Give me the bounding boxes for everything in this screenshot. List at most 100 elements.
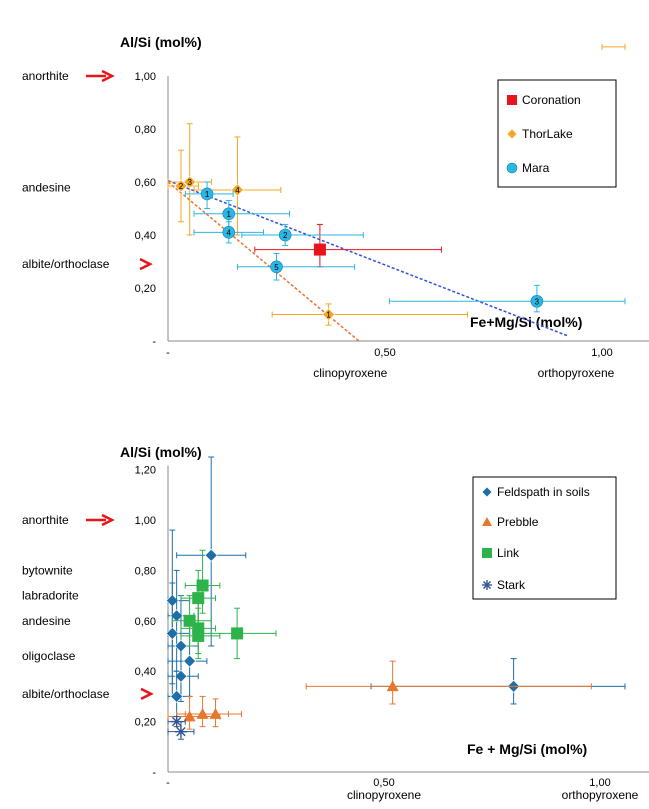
red-arrow-head-icon bbox=[101, 513, 115, 527]
legend-marker bbox=[506, 128, 518, 140]
y-axis-label: Al/Si (mol%) bbox=[120, 444, 202, 460]
data-label: 1 bbox=[326, 311, 331, 320]
data-marker bbox=[222, 226, 236, 239]
data-label: 2 bbox=[283, 231, 288, 240]
data-marker bbox=[196, 708, 209, 719]
y-tick-label: 0,80 bbox=[135, 124, 156, 136]
data-point: 5 bbox=[236, 253, 356, 281]
data-marker bbox=[165, 626, 179, 640]
legend-marker bbox=[482, 548, 492, 558]
data-marker bbox=[192, 629, 205, 642]
y-mineral-label: bytownite bbox=[22, 563, 73, 577]
legend-marker bbox=[482, 580, 492, 590]
data-label: 5 bbox=[274, 263, 279, 272]
y-mineral-label: andesine bbox=[22, 614, 71, 628]
y-tick-label: 0,20 bbox=[135, 283, 156, 295]
y-tick-label: 0,60 bbox=[135, 177, 156, 189]
asterisk-stroke bbox=[483, 581, 491, 589]
x-tick-label: 0,50 bbox=[374, 347, 395, 359]
red-arrow-head-icon bbox=[101, 69, 115, 83]
y-tick-label: 1,00 bbox=[135, 71, 156, 83]
legend-marker bbox=[481, 486, 493, 498]
series-link bbox=[171, 549, 277, 660]
data-marker bbox=[174, 179, 188, 193]
series-thorlake: 53241 bbox=[167, 43, 626, 326]
data-marker bbox=[313, 243, 326, 256]
data-marker bbox=[209, 708, 222, 719]
y-mineral-label: labradorite bbox=[22, 589, 79, 603]
chart-2: Al/Si (mol%) Fe + Mg/Si (mol%) - 0,20 0,40 0,… bbox=[22, 444, 649, 802]
x-tick-label: 1,00 bbox=[589, 777, 610, 789]
y-mineral-label: anorthite bbox=[22, 69, 69, 83]
data-point bbox=[167, 715, 186, 728]
data-point: 1 bbox=[193, 200, 291, 228]
chart-1: Al/Si (mol%) Fe+Mg/Si (mol%) - 0,20 0,40 0,60… bbox=[22, 34, 649, 380]
data-point bbox=[202, 607, 277, 660]
legend-marker bbox=[507, 95, 517, 105]
y-tick-label: - bbox=[152, 336, 156, 348]
data-point: 1 bbox=[271, 303, 468, 326]
data-point: 5 bbox=[601, 43, 626, 50]
series-mara: 1 1 4 2 5 3 bbox=[184, 181, 626, 313]
data-point: 3 bbox=[167, 123, 212, 236]
x-mineral-label: clinopyroxene bbox=[313, 366, 387, 380]
data-point bbox=[167, 670, 191, 718]
series-prebble bbox=[167, 660, 592, 730]
data-marker bbox=[196, 579, 209, 592]
data-marker bbox=[322, 308, 336, 321]
y-tick-label: 0,80 bbox=[135, 565, 156, 577]
data-marker bbox=[170, 715, 183, 728]
legend-entry: Link bbox=[497, 546, 520, 560]
data-marker bbox=[530, 294, 544, 308]
y-mineral-label: albite/orthoclase bbox=[22, 687, 110, 701]
data-marker bbox=[183, 175, 197, 189]
data-point: 3 bbox=[388, 284, 626, 313]
data-marker bbox=[204, 548, 218, 562]
y-mineral-label: oligoclase bbox=[22, 649, 76, 663]
legend: Coronation ThorLake Mara bbox=[497, 79, 617, 188]
data-point bbox=[305, 660, 592, 705]
data-point: 2 bbox=[167, 149, 199, 223]
data-point bbox=[370, 658, 626, 705]
legend-entry: Stark bbox=[497, 578, 526, 592]
legend-entry: Coronation bbox=[522, 93, 581, 107]
data-point bbox=[176, 456, 247, 647]
legend-entry: Feldspath in soils bbox=[497, 485, 590, 499]
legend-entry: Prebble bbox=[497, 515, 539, 529]
red-chevron-icon bbox=[139, 258, 153, 271]
data-marker bbox=[231, 627, 244, 640]
legend-entry: ThorLake bbox=[522, 127, 573, 141]
data-point: 1 bbox=[184, 181, 234, 209]
trend-line bbox=[167, 179, 568, 337]
x-mineral-label: orthopyroxene bbox=[538, 366, 615, 380]
series-coronation bbox=[254, 223, 442, 268]
data-marker bbox=[183, 654, 197, 668]
data-marker bbox=[170, 689, 184, 703]
y-tick-label: 0,40 bbox=[135, 666, 156, 678]
data-point bbox=[254, 223, 442, 268]
data-point: 4 bbox=[193, 136, 282, 236]
data-point: 4 bbox=[193, 221, 264, 244]
legend-box bbox=[497, 79, 617, 188]
y-tick-label: - bbox=[152, 767, 156, 779]
x-tick-label: - bbox=[166, 347, 170, 359]
data-marker bbox=[231, 183, 244, 197]
y-tick-label: 0,20 bbox=[135, 717, 156, 729]
y-mineral-label: albite/orthoclase bbox=[22, 257, 110, 271]
data-point bbox=[171, 595, 212, 647]
x-mineral-label: clinopyroxene bbox=[347, 788, 421, 802]
red-chevron-icon bbox=[140, 687, 154, 700]
data-marker bbox=[200, 187, 214, 201]
data-marker bbox=[386, 680, 399, 692]
legend-box bbox=[472, 476, 617, 600]
x-tick-label: 0,50 bbox=[373, 777, 394, 789]
data-point: 2 bbox=[241, 223, 364, 247]
x-axis-label: Fe + Mg/Si (mol%) bbox=[467, 741, 587, 757]
data-label: 4 bbox=[235, 186, 240, 195]
series-stark bbox=[167, 715, 195, 740]
data-point bbox=[180, 607, 221, 660]
data-marker bbox=[174, 725, 187, 738]
x-tick-label: - bbox=[166, 777, 170, 789]
